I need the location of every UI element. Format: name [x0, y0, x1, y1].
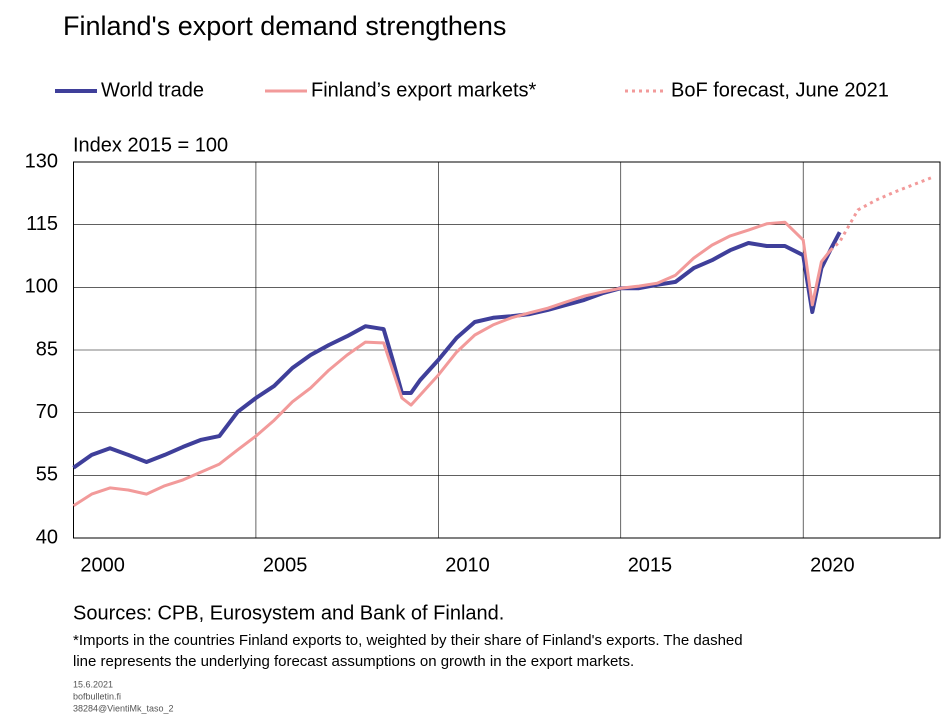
series-line	[72, 231, 842, 470]
x-tick-label: 2000	[80, 554, 125, 576]
footer: 38284@VientiMk_taso_2	[73, 703, 174, 713]
chart-title: Finland's export demand strengthens	[63, 11, 506, 41]
series-line	[829, 176, 932, 252]
x-tick-label: 2020	[810, 554, 855, 576]
y-tick-label: 40	[36, 526, 58, 548]
x-tick-label: 2015	[628, 554, 673, 576]
y-axis-label: Index 2015 = 100	[73, 134, 228, 156]
y-tick-label: 85	[36, 338, 58, 360]
legend-label: World trade	[101, 79, 204, 101]
y-tick-label: 130	[25, 150, 58, 172]
footnote: line represents the underlying forecast …	[73, 653, 634, 670]
plot-frame	[73, 161, 941, 539]
footnote: *Imports in the countries Finland export…	[73, 632, 743, 649]
footer: bofbulletin.fi	[73, 691, 121, 701]
y-tick-label: 100	[25, 276, 58, 298]
legend-label: BoF forecast, June 2021	[671, 79, 889, 101]
y-tick-label: 70	[36, 401, 58, 423]
y-tick-label: 115	[26, 213, 58, 235]
footer: 15.6.2021	[73, 679, 113, 689]
x-tick-label: 2005	[263, 554, 308, 576]
series-line	[72, 220, 832, 508]
x-tick-label: 2010	[445, 554, 490, 576]
y-tick-label: 55	[36, 464, 58, 486]
legend-label: Finland’s export markets*	[311, 79, 537, 101]
sources: Sources: CPB, Eurosystem and Bank of Fin…	[73, 602, 504, 624]
